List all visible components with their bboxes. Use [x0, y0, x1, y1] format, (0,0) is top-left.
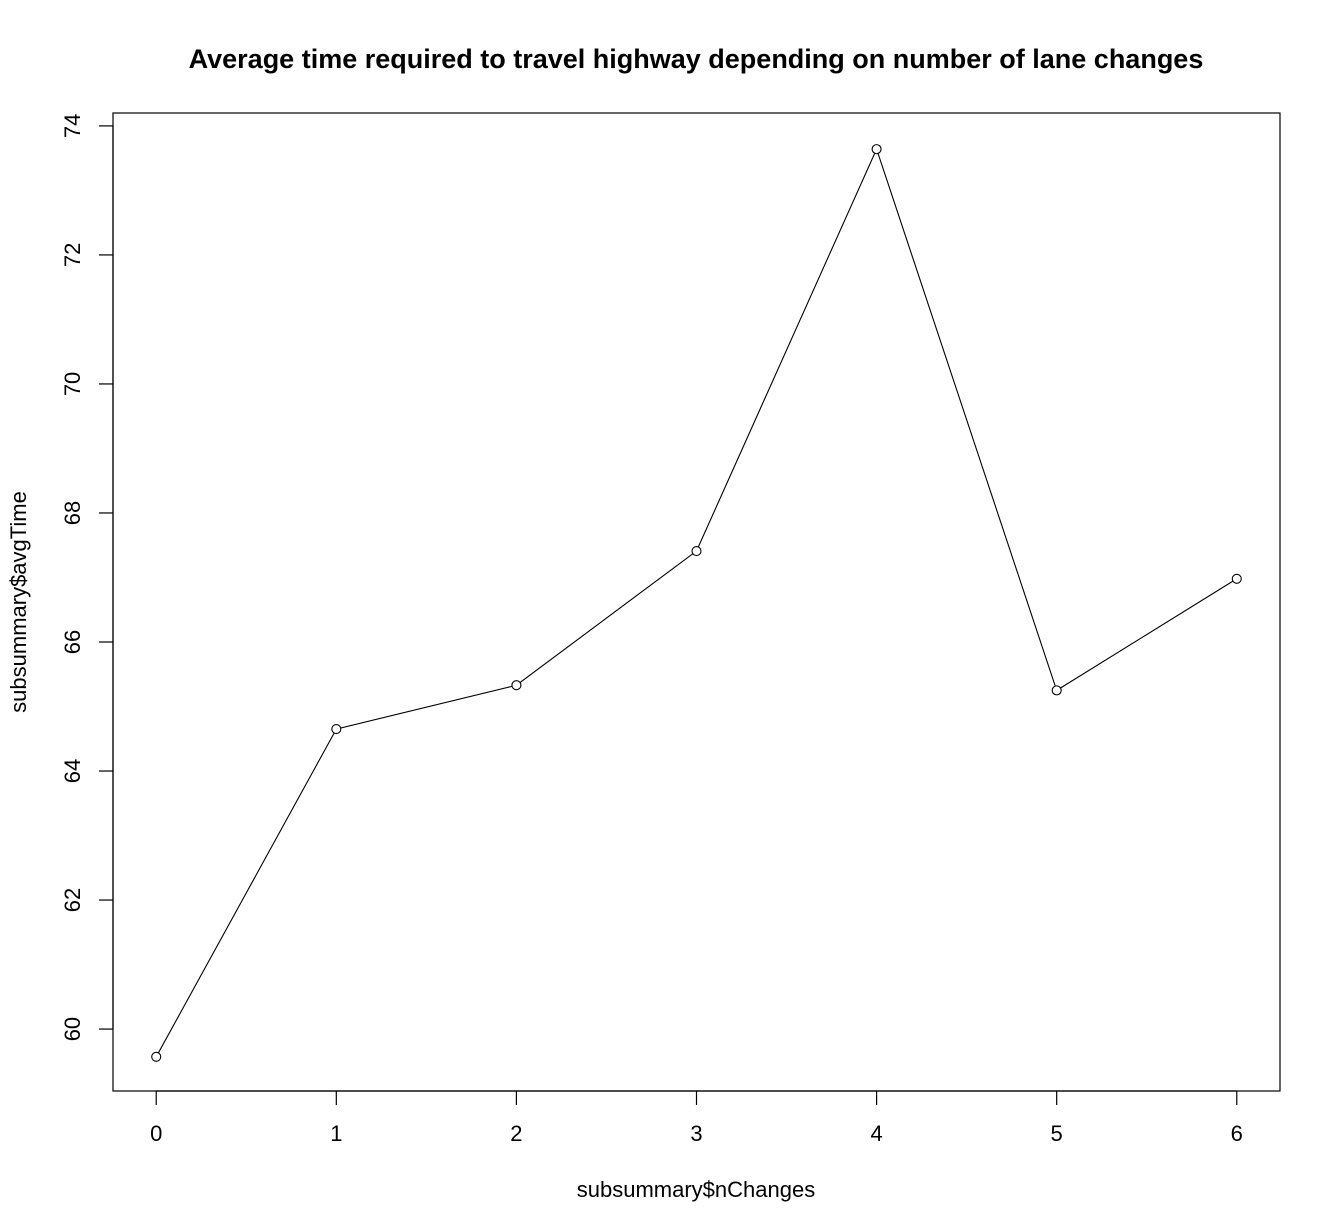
data-point [151, 1051, 162, 1062]
data-point [1051, 685, 1062, 696]
y-tick-label: 64 [60, 759, 85, 783]
y-tick-label: 74 [60, 114, 85, 138]
x-tick-label: 1 [330, 1121, 342, 1146]
data-point [871, 144, 882, 155]
data-point [691, 545, 702, 557]
x-tick-label: 0 [150, 1121, 162, 1146]
x-tick-label: 3 [690, 1121, 702, 1146]
y-tick-label: 70 [60, 372, 85, 396]
data-point [1231, 573, 1242, 584]
y-tick-label: 66 [60, 630, 85, 654]
y-tick-label: 62 [60, 888, 85, 912]
data-point [331, 724, 342, 735]
x-axis: 0 1 2 3 4 5 6 [150, 1090, 1243, 1146]
x-tick-label: 6 [1231, 1121, 1243, 1146]
data-series [151, 144, 1242, 1062]
x-tick-label: 2 [510, 1121, 522, 1146]
data-point [511, 680, 522, 691]
y-tick-label: 68 [60, 501, 85, 525]
y-tick-label: 72 [60, 243, 85, 267]
y-axis: 60 62 64 66 68 70 72 74 [60, 114, 114, 1041]
x-tick-label: 5 [1051, 1121, 1063, 1146]
chart-title: Average time required to travel highway … [189, 44, 1204, 74]
x-tick-label: 4 [870, 1121, 882, 1146]
x-axis-label: subsummary$nChanges [577, 1177, 815, 1202]
y-tick-label: 60 [60, 1017, 85, 1041]
y-axis-label: subsummary$avgTime [6, 491, 31, 713]
